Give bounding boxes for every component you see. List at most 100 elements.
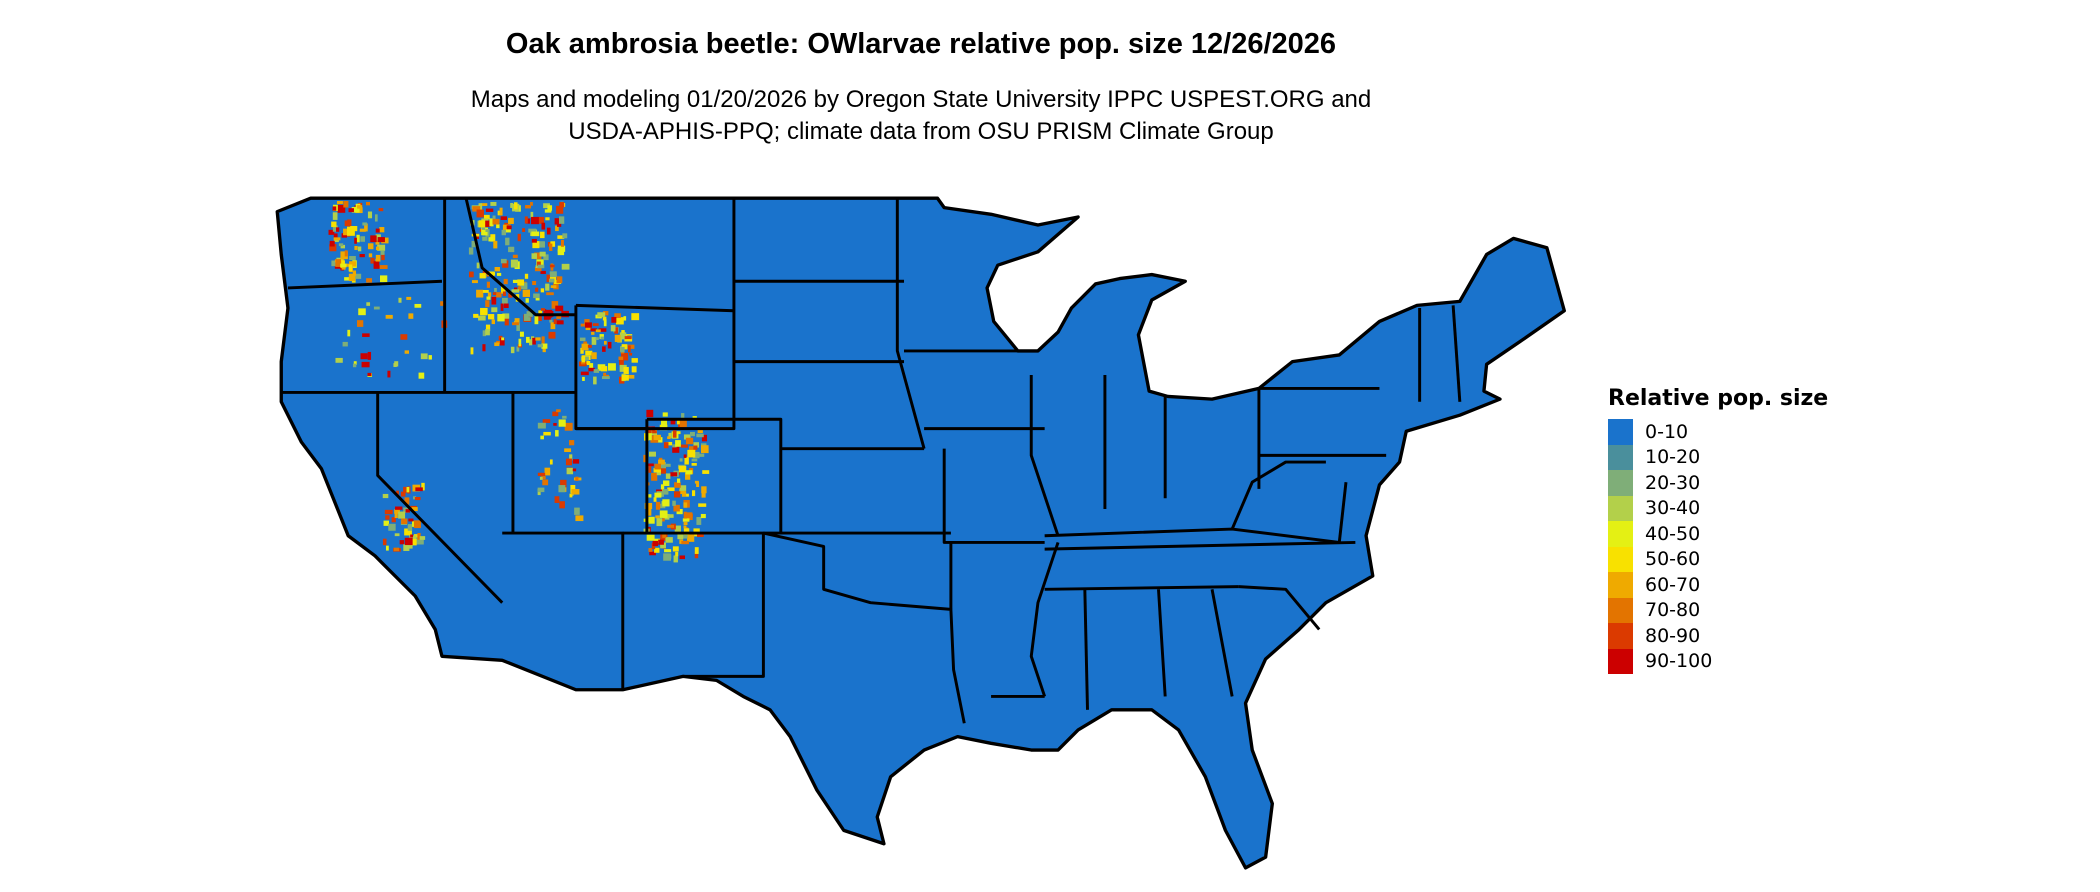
hotspot-patch <box>359 254 365 258</box>
hotspot-patch <box>381 253 385 261</box>
hotspot-patch <box>701 486 707 494</box>
legend-item: 80-90 <box>1608 623 1828 649</box>
hotspot-patch <box>683 434 691 440</box>
hotspot-patch <box>614 313 621 319</box>
hotspot-patch <box>343 228 347 236</box>
hotspot-patch <box>627 344 635 349</box>
legend-item: 20-30 <box>1608 470 1828 496</box>
hotspot-patch <box>476 262 480 269</box>
hotspot-patch <box>672 546 679 552</box>
hotspot-patch <box>602 311 609 316</box>
hotspot-patch <box>665 473 671 479</box>
hotspot-patch <box>388 523 396 531</box>
hotspot-patch <box>631 313 640 321</box>
hotspot-patch <box>373 306 380 310</box>
hotspot-patch <box>696 533 704 537</box>
hotspot-patch <box>352 270 357 276</box>
state-border <box>763 531 966 724</box>
hotspot-patch <box>482 290 489 293</box>
legend-swatch <box>1608 444 1633 470</box>
hotspot-patch <box>502 260 509 268</box>
hotspot-patch <box>697 428 703 434</box>
hotspot-patch <box>377 244 386 251</box>
hotspot-patch <box>535 314 542 322</box>
hotspot-patch <box>377 237 385 243</box>
hotspot-patch <box>399 540 405 545</box>
legend-item: 50-60 <box>1608 546 1828 572</box>
hotspot-patch <box>546 274 550 283</box>
hotspot-patch <box>400 334 408 340</box>
hotspot-patch <box>697 453 705 457</box>
hotspot-patch <box>588 367 595 372</box>
hotspot-patch <box>610 325 616 332</box>
hotspot-patch <box>532 241 540 249</box>
hotspot-patch <box>700 513 706 519</box>
hotspot-patch <box>534 316 539 325</box>
hotspot-patch <box>328 229 335 235</box>
hotspot-patch <box>686 534 695 542</box>
hotspot-patch <box>557 235 565 239</box>
hotspot-patch <box>525 298 529 303</box>
state-borders <box>281 197 1462 724</box>
hotspot-patch <box>487 292 492 297</box>
hotspot-patch <box>394 513 398 519</box>
hotspot-patch <box>482 236 488 241</box>
hotspot-patch <box>572 468 577 472</box>
hotspot-patch <box>408 313 414 319</box>
hotspot-patch <box>672 500 676 506</box>
hotspot-patch <box>554 218 562 225</box>
hotspot-patch <box>549 271 557 278</box>
hotspot-patch <box>537 472 546 476</box>
hotspot-patch <box>623 366 629 375</box>
hotspot-patch <box>413 520 421 529</box>
hotspot-patch <box>512 322 519 326</box>
hotspot-patch <box>591 331 595 335</box>
hotspot-patch <box>543 431 551 436</box>
hotspot-patch <box>400 491 406 497</box>
hotspot-patch <box>603 319 607 327</box>
hotspot-patch <box>393 363 397 368</box>
hotspot-patch <box>580 347 584 354</box>
hotspot-patch <box>530 211 534 218</box>
hotspot-patch <box>618 356 624 360</box>
hotspot-patch <box>558 419 566 427</box>
hotspot-patch <box>503 303 509 309</box>
hotspot-patch <box>656 518 663 527</box>
hotspot-patch <box>512 279 520 284</box>
hotspot-patch <box>555 225 559 232</box>
hotspot-patch <box>526 336 530 343</box>
state-border <box>1157 589 1167 697</box>
hotspot-patch <box>512 254 518 259</box>
hotspot-patch <box>354 237 357 244</box>
hotspot-patch <box>627 345 631 353</box>
hotspot-patch <box>491 319 496 325</box>
hotspot-patch <box>653 497 657 502</box>
hotspot-patch <box>654 492 662 498</box>
hotspot-patch <box>681 491 687 497</box>
hotspot-patch <box>593 369 600 373</box>
hotspot-patch <box>686 513 693 521</box>
hotspot-patch <box>485 324 491 332</box>
state-border <box>1451 305 1462 402</box>
legend-label: 90-100 <box>1645 650 1713 673</box>
hotspot-patch <box>662 534 667 538</box>
hotspot-patch <box>391 517 396 523</box>
hotspot-patch <box>694 480 699 484</box>
hotspot-patch <box>510 202 514 208</box>
hotspot-patch <box>500 303 504 311</box>
hotspot-patch <box>581 343 589 351</box>
hotspot-patch <box>501 286 506 294</box>
hotspot-patch <box>479 273 486 279</box>
hotspot-patch <box>524 216 528 224</box>
hotspot-patch <box>682 518 690 522</box>
hotspot-patch <box>349 261 356 267</box>
hotspot-patch <box>654 463 662 470</box>
hotspot-patch <box>332 225 338 232</box>
hotspot-patch <box>357 246 362 252</box>
hotspot-patch <box>401 518 408 524</box>
hotspot-patch <box>411 538 417 546</box>
hotspot-patch <box>508 292 513 298</box>
hotspot-patch <box>535 337 541 341</box>
hotspot-patch <box>582 376 585 381</box>
hotspot-patch <box>648 516 655 524</box>
